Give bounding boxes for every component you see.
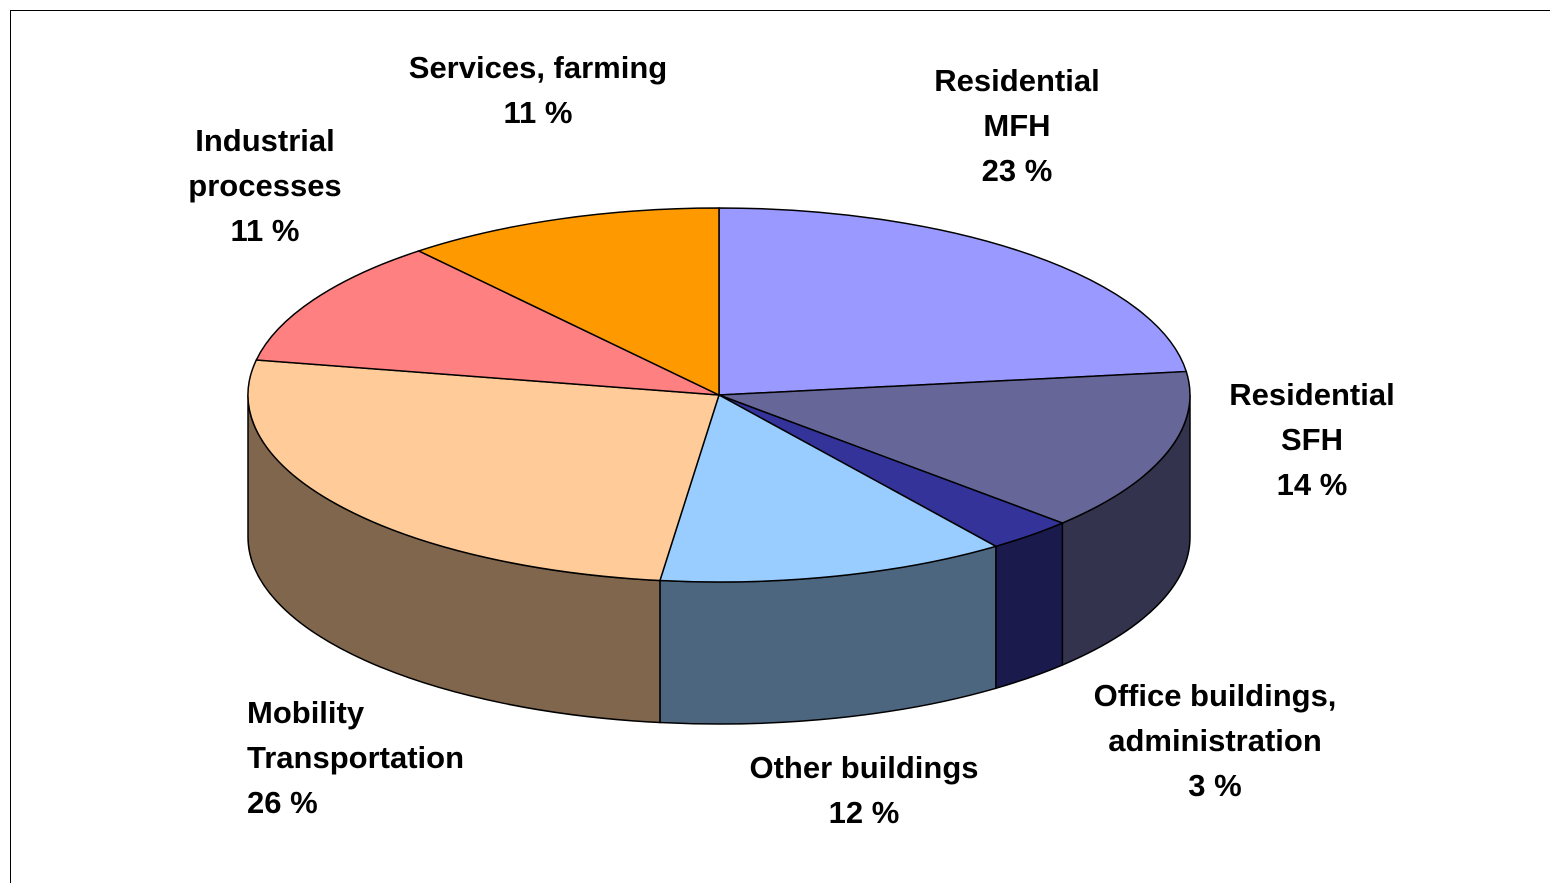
slice-label: Mobility Transportation <box>247 695 464 775</box>
slice-label: Industrial processes <box>188 123 341 203</box>
slice-label: Residential SFH <box>1229 377 1394 457</box>
value-label: 23 % <box>982 153 1053 188</box>
slice <box>247 359 721 582</box>
slice <box>658 393 998 583</box>
value-label: 26 % <box>247 785 318 820</box>
slice-label: Services, farming <box>409 50 667 85</box>
value-label: 11 % <box>231 213 300 248</box>
slice-label: Residential MFH <box>934 63 1099 143</box>
labels: Residential MFH 23 % Residential SFH 14 % Offi… <box>188 50 1394 830</box>
value-label: 3 % <box>1188 768 1241 803</box>
slice-label: Other buildings <box>749 750 978 785</box>
pie-tops <box>247 207 1191 583</box>
value-label: 11 % <box>504 95 573 130</box>
value-label: 14 % <box>1277 467 1348 502</box>
slice <box>718 370 1191 524</box>
slice <box>416 207 720 397</box>
slice-label: Office buildings, administration <box>1094 678 1337 758</box>
slice-side <box>995 521 1064 690</box>
slice <box>718 207 1188 396</box>
slice <box>255 250 720 396</box>
pie-sides <box>247 394 1191 725</box>
value-label: 12 % <box>829 795 900 830</box>
